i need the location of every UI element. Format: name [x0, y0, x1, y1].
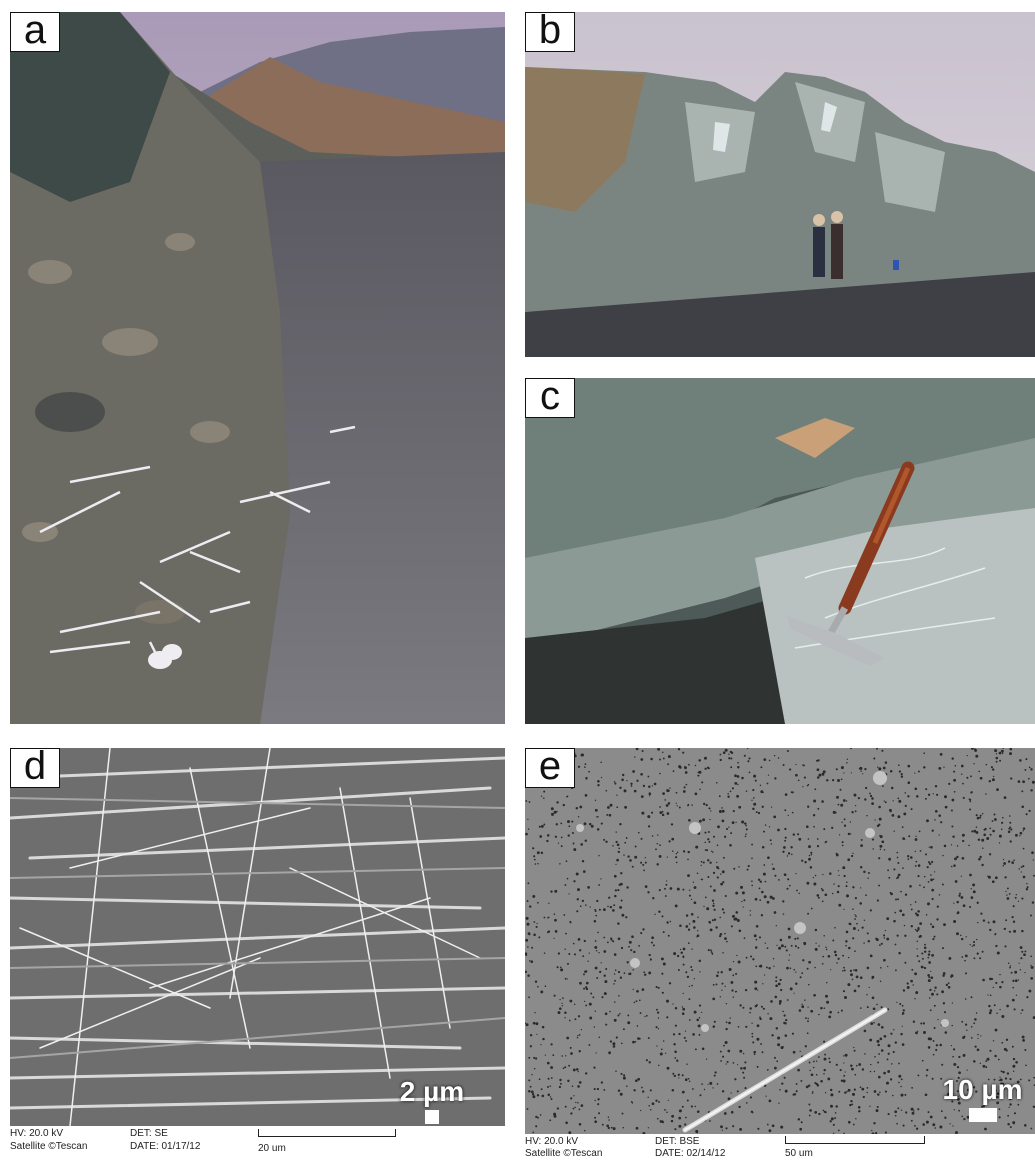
panel-d-ruler-label: 20 um	[258, 1143, 286, 1154]
panel-e-hv: HV: 20.0 kV	[525, 1136, 578, 1147]
panel-b: b	[525, 12, 1035, 357]
panel-d-hv: HV: 20.0 kV	[10, 1128, 63, 1139]
panel-a: a	[10, 12, 505, 724]
panel-d-date: DATE: 01/17/12	[130, 1141, 201, 1152]
panel-d-det: DET: SE	[130, 1128, 168, 1139]
panel-e-scale-label: 10 µm	[942, 1074, 1023, 1105]
panel-e-ruler-label: 50 um	[785, 1148, 813, 1159]
sem-bse-image	[525, 748, 1035, 1134]
panel-d-metadata: HV: 20.0 kV Satellite ©Tescan DET: SE DA…	[10, 1128, 505, 1158]
panel-d-label: d	[10, 748, 60, 788]
panel-e-date: DATE: 02/14/12	[655, 1148, 726, 1159]
panel-d-brand: Satellite ©Tescan	[10, 1141, 88, 1152]
panel-e-label: e	[525, 748, 575, 788]
road-landscape-photo	[10, 12, 505, 724]
panel-a-label: a	[10, 12, 60, 52]
panel-c-label: c	[525, 378, 575, 418]
panel-d: d 2 µm	[10, 748, 505, 1126]
rock-hammer-photo	[525, 378, 1035, 724]
panel-e-ruler	[785, 1136, 925, 1144]
panel-e: e 10 µm	[525, 748, 1035, 1134]
panel-e-scale-bar: 10 µm	[930, 1074, 1035, 1122]
panel-e-metadata: HV: 20.0 kV Satellite ©Tescan DET: BSE D…	[525, 1136, 1035, 1162]
panel-d-scale-bar: 2 µm	[382, 1076, 482, 1124]
sem-fibers-image	[10, 748, 505, 1126]
panel-b-label: b	[525, 12, 575, 52]
panel-d-scale-label: 2 µm	[399, 1076, 465, 1107]
panel-e-brand: Satellite ©Tescan	[525, 1148, 603, 1159]
panel-d-ruler	[258, 1129, 396, 1137]
outcrop-photo	[525, 12, 1035, 357]
panel-e-det: DET: BSE	[655, 1136, 700, 1147]
panel-c: c	[525, 378, 1035, 724]
